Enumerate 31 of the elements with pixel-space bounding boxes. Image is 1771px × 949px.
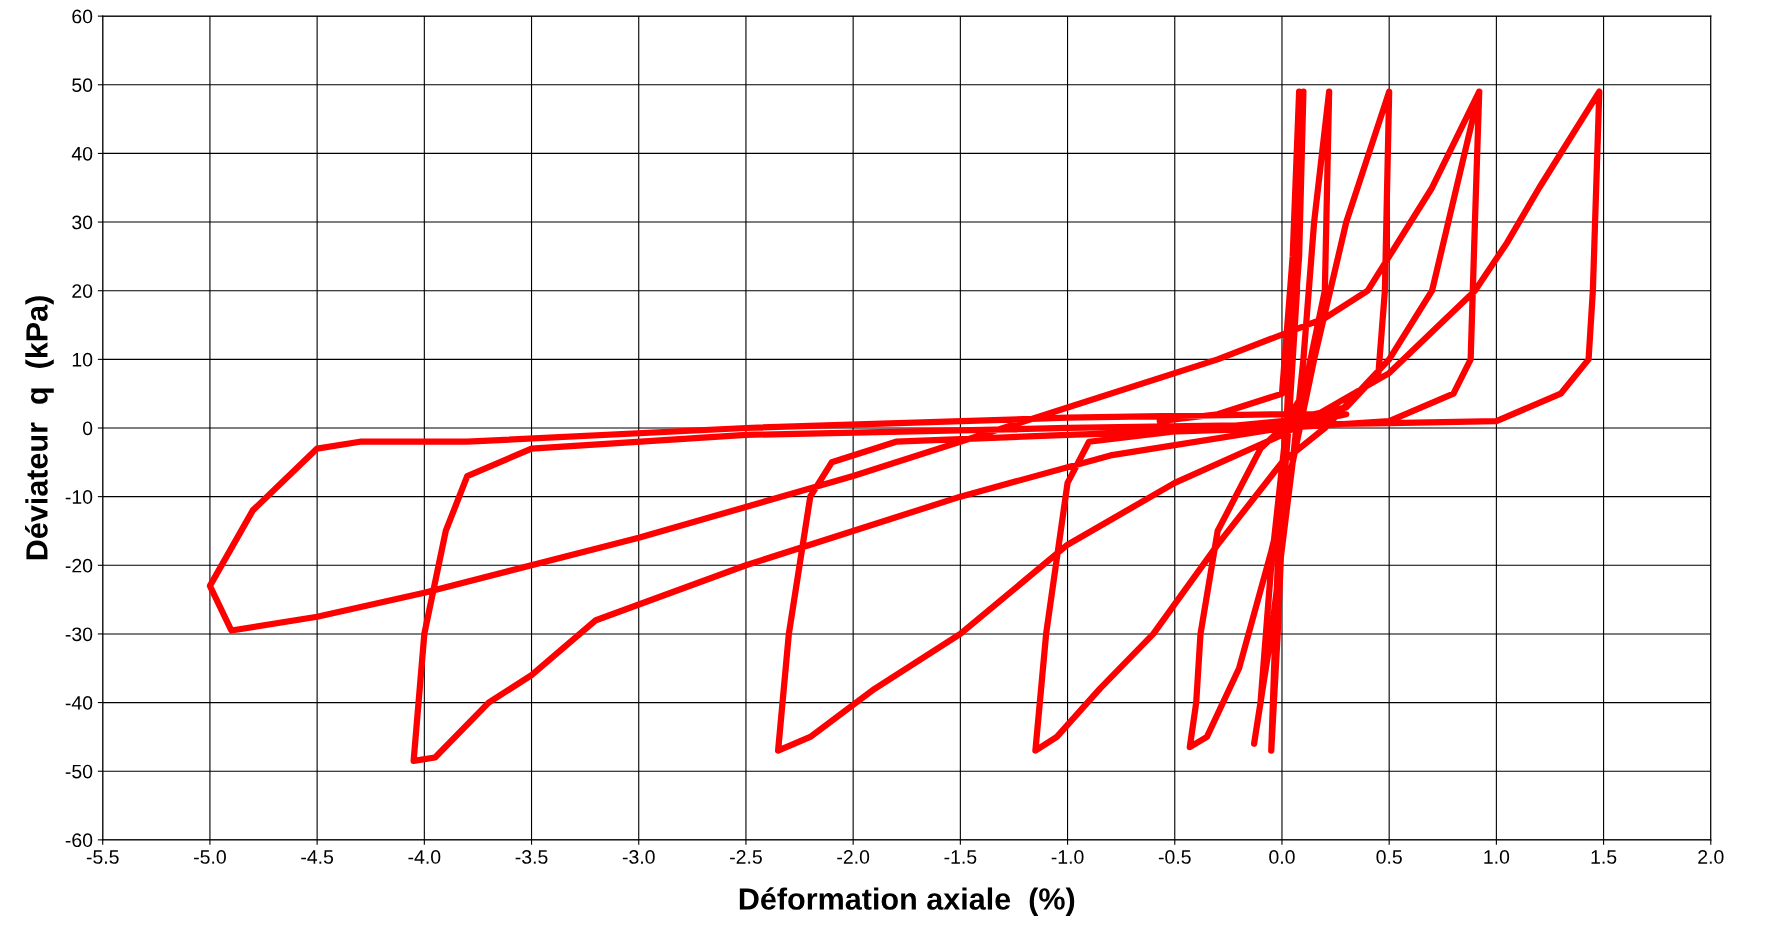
y-tick-label: 0	[82, 421, 93, 436]
x-axis-title: Déformation axiale (%)	[739, 887, 1075, 916]
x-tick-label: -0.5	[1158, 850, 1191, 864]
x-tick-label: -2.5	[730, 850, 762, 864]
x-tick-label: 0.0	[1269, 850, 1295, 864]
x-tick-label: 0.5	[1376, 850, 1402, 864]
x-tick-label: -1.0	[1051, 850, 1084, 864]
y-axis-title: Déviateur q (kPa)	[25, 296, 54, 560]
x-tick-label: -5.5	[86, 850, 119, 864]
y-tick-label: -20	[65, 558, 93, 573]
x-tick-label: -4.0	[408, 850, 441, 864]
y-tick-label: 30	[72, 215, 93, 230]
x-tick-label: 2.0	[1698, 850, 1724, 864]
x-tick-label: -5.0	[194, 850, 226, 864]
x-tick-label: -2.0	[837, 850, 870, 864]
x-tick-label: -4.5	[301, 850, 334, 864]
x-tick-label: -1.5	[944, 850, 977, 864]
x-tick-label: 1.5	[1591, 850, 1617, 864]
x-tick-label: 1.0	[1484, 850, 1510, 864]
y-tick-label: -50	[65, 764, 93, 779]
x-tick-label: -3.0	[622, 850, 655, 864]
y-tick-label: -40	[65, 696, 93, 710]
y-tick-label: 10	[72, 352, 93, 367]
x-tick-label: -3.5	[515, 850, 548, 864]
y-tick-label: 40	[71, 146, 93, 161]
y-tick-label: 20	[72, 284, 93, 298]
y-tick-label: 50	[72, 78, 93, 93]
y-tick-label: -30	[65, 627, 93, 642]
y-tick-label: 60	[72, 9, 93, 24]
y-tick-label: -10	[65, 490, 93, 504]
y-tick-label: -60	[65, 833, 93, 848]
